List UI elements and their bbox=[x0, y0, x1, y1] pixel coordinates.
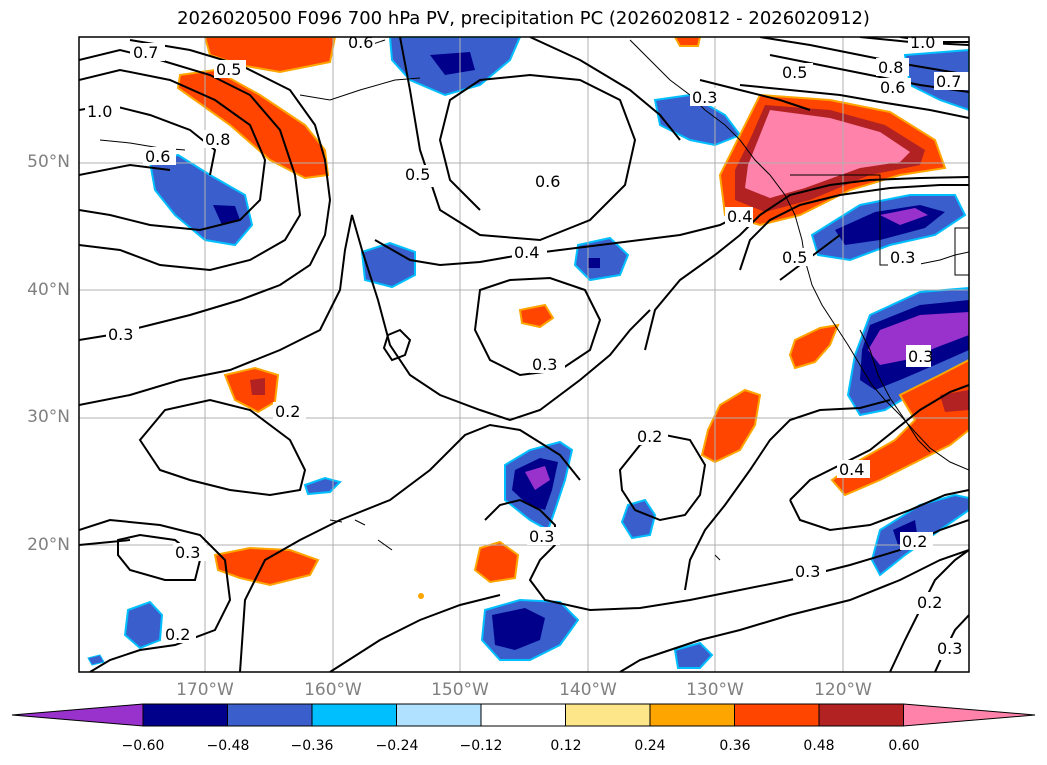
colorbar-segment bbox=[142, 703, 228, 727]
lon-label: 120°W bbox=[814, 680, 872, 700]
contour-label: 0.8 bbox=[205, 130, 230, 149]
precip-positive-area bbox=[213, 546, 320, 587]
precip-positive-area bbox=[700, 388, 762, 464]
contour-label: 0.4 bbox=[839, 460, 864, 479]
precip-positive-area bbox=[418, 593, 424, 599]
colorbar-tick-label: 0.12 bbox=[550, 738, 582, 754]
map-content: 0.7 0.5 1.0 0.8 0.6 0.6 0.5 0.6 0.4 0.3 … bbox=[79, 33, 969, 672]
precip-negative-area bbox=[430, 52, 475, 75]
precip-negative-area bbox=[213, 205, 240, 225]
contour-labels: 0.7 0.5 1.0 0.8 0.6 0.6 0.5 0.6 0.4 0.3 … bbox=[85, 33, 969, 660]
colorbar-extend-left bbox=[11, 703, 144, 727]
precip-positive-area bbox=[745, 110, 910, 198]
contour-label: 0.5 bbox=[782, 248, 807, 267]
colorbar-segment bbox=[734, 703, 820, 727]
colorbar-tick-label: −0.60 bbox=[121, 738, 165, 754]
precip-positive-area bbox=[176, 68, 330, 180]
map-frame bbox=[78, 36, 970, 673]
lon-label: 170°W bbox=[176, 680, 234, 700]
precip-negative-area bbox=[588, 258, 600, 268]
lon-label: 160°W bbox=[304, 680, 362, 700]
colorbar-tick-label: 0.60 bbox=[888, 738, 920, 754]
colorbar-segment bbox=[565, 703, 651, 727]
contour-label: 0.6 bbox=[880, 78, 905, 97]
precip-positive-area bbox=[250, 378, 265, 395]
lat-label: 30°N bbox=[27, 407, 70, 427]
contour-label: 0.4 bbox=[514, 243, 539, 262]
contour-label: 0.2 bbox=[275, 402, 300, 421]
contour-label: 0.8 bbox=[878, 58, 903, 77]
precip-negative-area bbox=[492, 608, 545, 650]
precip-positive-area bbox=[788, 323, 840, 370]
contour-label: 0.7 bbox=[936, 72, 961, 91]
lat-label: 40°N bbox=[27, 280, 70, 300]
colorbar-segment bbox=[480, 703, 566, 727]
colorbar-tick-label: −0.12 bbox=[459, 738, 503, 754]
colorbar bbox=[11, 703, 1036, 727]
colorbar-tick-label: 0.48 bbox=[803, 738, 835, 754]
colorbar-segment bbox=[649, 703, 735, 727]
precip-negative-area bbox=[303, 476, 342, 496]
colorbar-segment bbox=[818, 703, 904, 727]
colorbar-tick-label: −0.48 bbox=[206, 738, 250, 754]
contour-label: 0.3 bbox=[937, 639, 962, 658]
contour-label: 0.5 bbox=[782, 63, 807, 82]
colorbar-segment bbox=[227, 703, 313, 727]
contour-label: 0.7 bbox=[133, 43, 158, 62]
contour-label: 0.2 bbox=[637, 427, 662, 446]
map-gridlines bbox=[79, 37, 969, 672]
precip-negative-area bbox=[87, 654, 105, 666]
contour-label: 0.3 bbox=[908, 347, 933, 366]
colorbar-segment bbox=[311, 703, 397, 727]
contour-label: 0.6 bbox=[348, 33, 373, 52]
colorbar-segment bbox=[396, 703, 482, 727]
precip-negative-area bbox=[673, 641, 714, 669]
precip-negative-area bbox=[360, 241, 416, 289]
precip-negative-area bbox=[868, 312, 969, 365]
contour-label: 0.5 bbox=[216, 60, 241, 79]
precip-positive-area bbox=[473, 540, 520, 584]
contour-label: 1.0 bbox=[87, 102, 112, 121]
precip-positive-area bbox=[518, 303, 555, 329]
lon-label: 130°W bbox=[686, 680, 744, 700]
contour-label: 0.2 bbox=[902, 532, 927, 551]
colorbar-tick-label: 0.24 bbox=[634, 738, 666, 754]
precip-negative-area bbox=[620, 498, 657, 540]
precip-positive-area bbox=[940, 390, 969, 412]
precip-negative-area bbox=[123, 600, 164, 650]
colorbar-tick-label: −0.24 bbox=[375, 738, 419, 754]
precip-positive-area bbox=[673, 37, 702, 47]
colorbar-tick-label: −0.36 bbox=[290, 738, 334, 754]
lon-label: 140°W bbox=[559, 680, 617, 700]
contour-label: 0.2 bbox=[917, 593, 942, 612]
precip-negative-area bbox=[525, 466, 550, 490]
contour-label: 0.5 bbox=[405, 165, 430, 184]
contour-label: 0.3 bbox=[890, 248, 915, 267]
contour-label: 0.3 bbox=[692, 88, 717, 107]
contour-label: 0.4 bbox=[727, 207, 752, 226]
colorbar-tick-label: 0.36 bbox=[719, 738, 751, 754]
contour-label: 0.6 bbox=[145, 147, 170, 166]
map-title: 2026020500 F096 700 hPa PV, precipitatio… bbox=[177, 8, 870, 29]
contour-label: 0.6 bbox=[535, 172, 560, 191]
precip-negative-area bbox=[880, 208, 928, 225]
lon-label: 150°W bbox=[431, 680, 489, 700]
contour-label: 1.0 bbox=[910, 33, 935, 52]
lat-label: 50°N bbox=[27, 152, 70, 172]
contour-label: 0.2 bbox=[165, 625, 190, 644]
lat-label: 20°N bbox=[27, 535, 70, 555]
colorbar-extend-right bbox=[903, 703, 1036, 727]
contour-label: 0.3 bbox=[795, 562, 820, 581]
contour-label: 0.3 bbox=[529, 527, 554, 546]
contour-label: 0.3 bbox=[175, 543, 200, 562]
contour-label: 0.3 bbox=[108, 325, 133, 344]
contour-label: 0.3 bbox=[532, 355, 557, 374]
